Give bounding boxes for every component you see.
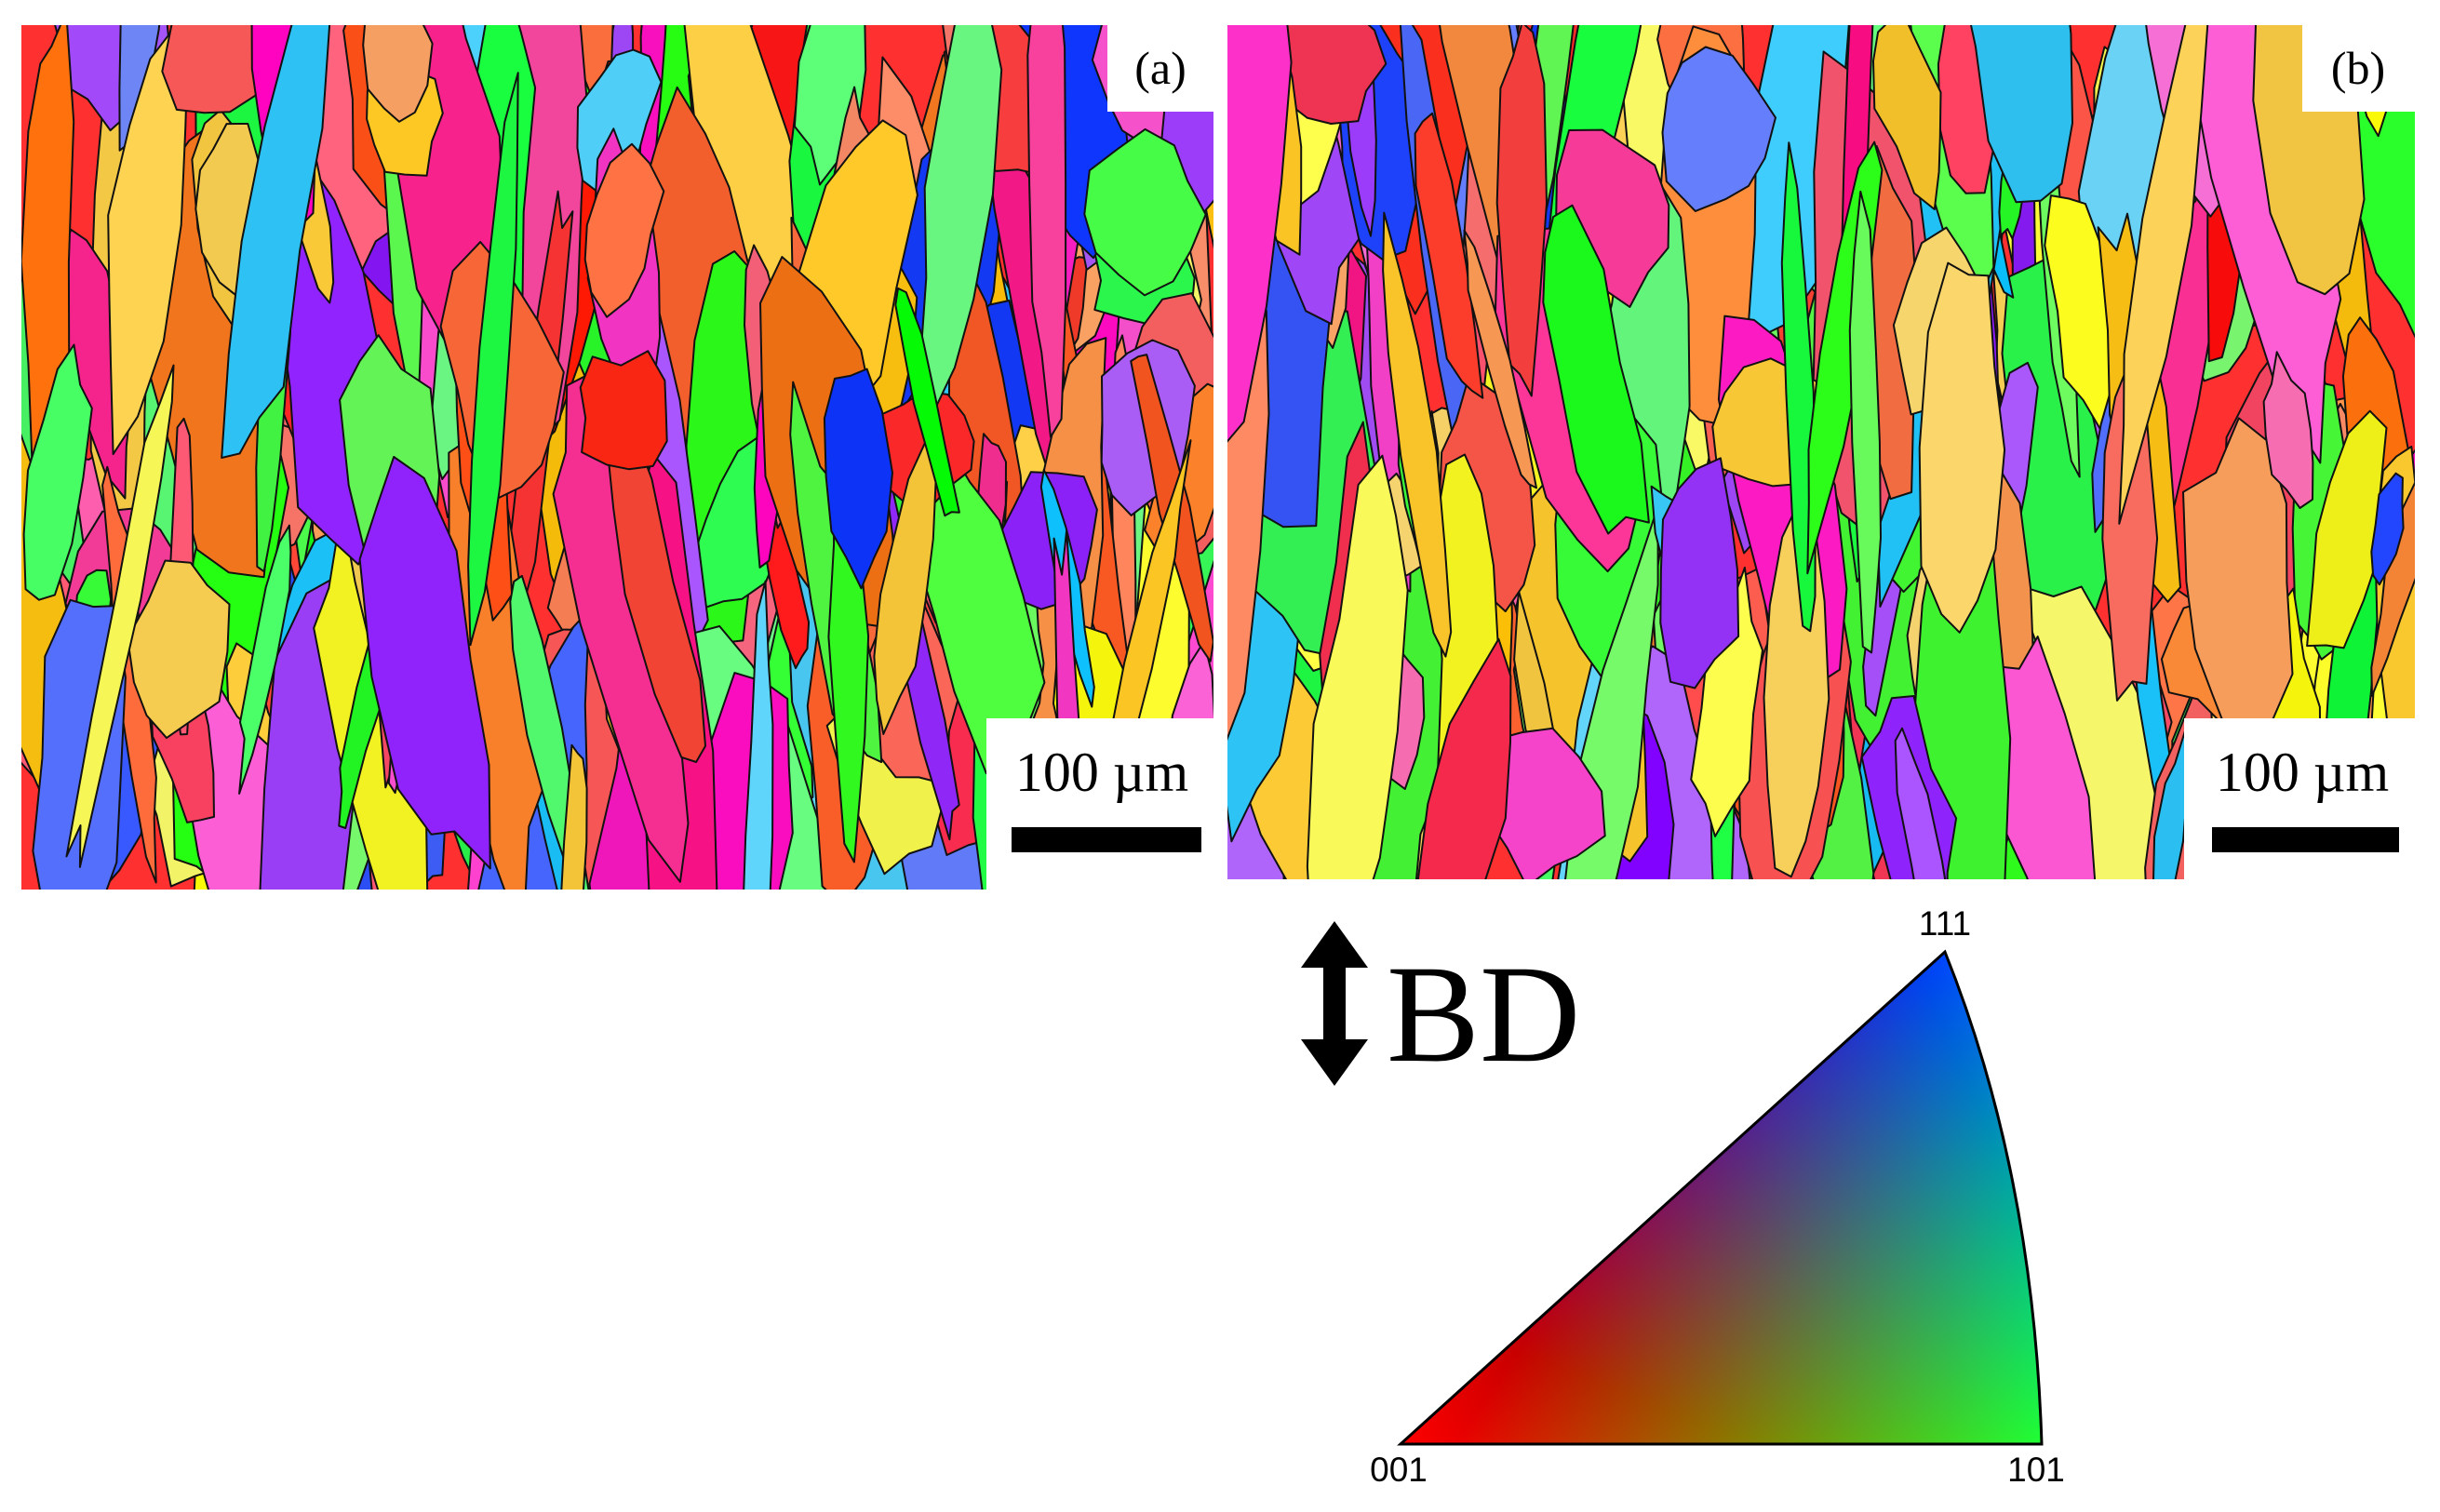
grain <box>1382 211 1453 658</box>
grain <box>583 142 665 318</box>
grain <box>1542 204 1650 535</box>
grain <box>65 364 175 868</box>
grain <box>1083 127 1207 297</box>
scale-bar-label: 100 µm <box>1015 742 1188 803</box>
grain <box>467 72 519 647</box>
bd-arrow <box>1301 921 1368 1086</box>
scale-bar <box>2212 827 2399 852</box>
grain <box>362 25 434 123</box>
grain <box>2370 472 2405 586</box>
label-box <box>2302 25 2415 112</box>
grain <box>1848 190 1882 654</box>
grain <box>1690 567 1763 837</box>
orientation-map-b <box>1227 25 2415 879</box>
bd-label: BD <box>1387 937 1580 1091</box>
panel-label: (a) <box>1134 42 1186 94</box>
grain <box>1495 25 1548 397</box>
grain <box>823 368 893 590</box>
ipf-corner-label: 001 <box>1370 1451 1428 1489</box>
grain <box>2262 351 2314 509</box>
grain <box>2306 409 2388 649</box>
label-box <box>1107 25 1213 112</box>
grain <box>1872 25 1942 210</box>
grain <box>1414 112 1484 399</box>
grain <box>743 580 774 890</box>
grain <box>894 287 960 517</box>
grain <box>1463 229 1537 489</box>
grain <box>221 25 331 459</box>
grain <box>1306 454 1409 879</box>
grain <box>2118 25 2209 525</box>
grain <box>560 743 588 890</box>
grain <box>358 456 491 870</box>
panel-label: (b) <box>2331 42 2385 94</box>
grain <box>579 350 668 471</box>
grain <box>1918 261 2006 634</box>
grain <box>1969 25 2073 204</box>
scale-box <box>2184 718 2415 879</box>
grain <box>1026 25 1067 438</box>
orientation-map-a <box>21 25 1213 890</box>
grain <box>1780 141 1817 633</box>
ipf-key <box>1397 949 2044 1446</box>
scale-bar <box>1012 827 1201 852</box>
grain <box>1894 727 1947 879</box>
grain <box>22 343 93 601</box>
grain <box>1659 457 1740 689</box>
ipf-corner-label: 101 <box>2007 1451 2065 1489</box>
scale-bar-label: 100 µm <box>2216 742 2389 803</box>
scale-box <box>986 718 1213 890</box>
grain <box>1416 637 1512 879</box>
grain <box>1661 46 1776 212</box>
grain <box>238 524 292 795</box>
grain <box>916 25 1003 410</box>
grain <box>1227 25 1293 443</box>
grain <box>161 25 277 114</box>
ipf-corner-label: 111 <box>1919 904 1971 943</box>
